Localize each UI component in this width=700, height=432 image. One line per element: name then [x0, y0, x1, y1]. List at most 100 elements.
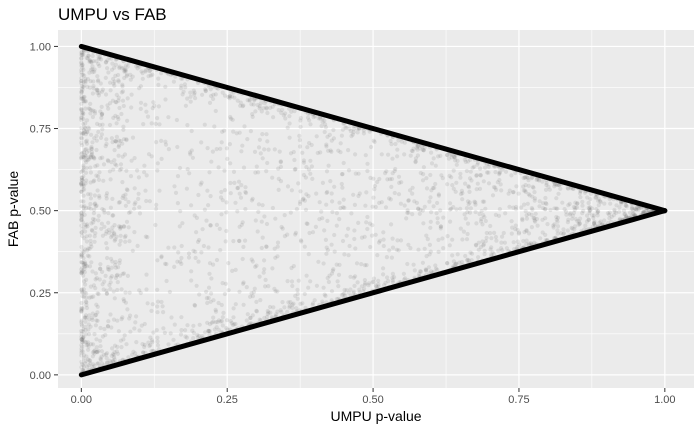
scatter-point [500, 248, 505, 253]
scatter-point [90, 53, 95, 59]
scatter-point [237, 191, 242, 196]
scatter-point [169, 315, 174, 320]
scatter-point [168, 331, 173, 336]
scatter-point [313, 114, 318, 119]
scatter-point [243, 207, 248, 212]
scatter-point [149, 308, 154, 313]
scatter-point [241, 103, 246, 108]
scatter-point [240, 143, 245, 148]
scatter-point [453, 261, 458, 266]
scatter-point [126, 355, 131, 360]
scatter-point [346, 290, 352, 295]
scatter-point [95, 349, 100, 354]
scatter-point [237, 289, 242, 294]
scatter-point [323, 122, 328, 127]
scatter-point [137, 205, 142, 210]
scatter-point [480, 222, 485, 227]
scatter-point [83, 332, 88, 337]
scatter-point [114, 273, 119, 278]
scatter-point [207, 100, 213, 105]
scatter-point [173, 190, 179, 195]
scatter-point [220, 315, 225, 320]
scatter-point [83, 315, 88, 320]
scatter-point [79, 214, 84, 219]
scatter-point [89, 108, 94, 113]
scatter-point [485, 170, 490, 175]
scatter-point [238, 103, 243, 108]
scatter-point [596, 203, 601, 208]
scatter-point [79, 318, 84, 323]
scatter-point [197, 237, 202, 243]
scatter-point [264, 169, 269, 174]
scatter-point [560, 200, 565, 205]
scatter-point [79, 337, 84, 342]
scatter-point [96, 177, 102, 182]
scatter-point [352, 283, 357, 288]
scatter-point [498, 182, 503, 187]
scatter-point [336, 272, 342, 277]
scatter-point [624, 214, 629, 219]
scatter-point [543, 207, 548, 212]
scatter-point [467, 176, 473, 181]
scatter-point [110, 259, 115, 264]
scatter-point [336, 284, 341, 289]
scatter-point [163, 97, 168, 102]
scatter-point [530, 194, 535, 199]
scatter-point [114, 134, 119, 139]
scatter-point [481, 213, 486, 218]
scatter-point [208, 194, 213, 199]
scatter-point [629, 206, 635, 211]
scatter-point [412, 268, 417, 273]
scatter-point [94, 203, 99, 208]
scatter-point [325, 275, 330, 281]
scatter-point [90, 364, 95, 369]
scatter-point [482, 248, 487, 253]
scatter-point [507, 204, 512, 209]
scatter-point [478, 244, 483, 250]
scatter-point [571, 204, 577, 210]
scatter-point [415, 147, 420, 152]
scatter-point [534, 216, 540, 222]
scatter-point [116, 329, 121, 334]
scatter-point [356, 193, 361, 199]
scatter-point [342, 205, 347, 210]
scatter-point [445, 152, 450, 158]
scatter-point [80, 270, 85, 275]
scatter-point [404, 216, 409, 221]
scatter-point [381, 237, 386, 242]
scatter-point [308, 279, 313, 284]
scatter-point [102, 210, 107, 215]
scatter-point [305, 145, 310, 150]
scatter-point [460, 197, 465, 202]
scatter-point [591, 220, 597, 226]
scatter-point [80, 112, 85, 117]
scatter-point [82, 315, 87, 320]
scatter-point [88, 358, 93, 364]
scatter-point [329, 191, 334, 196]
scatter-point [228, 191, 233, 196]
scatter-point [497, 178, 502, 183]
scatter-point [155, 258, 160, 263]
scatter-point [514, 204, 519, 210]
scatter-point [92, 136, 97, 141]
scatter-point [227, 94, 232, 99]
scatter-point [494, 238, 499, 243]
scatter-point [422, 246, 427, 251]
scatter-point [466, 202, 471, 207]
scatter-point [89, 144, 94, 150]
scatter-point [80, 84, 85, 89]
scatter-point [472, 164, 477, 169]
scatter-point [457, 260, 462, 265]
scatter-point [81, 353, 87, 358]
scatter-point [81, 335, 86, 340]
scatter-point [121, 193, 126, 198]
scatter-point [96, 348, 101, 353]
scatter-point [367, 221, 373, 226]
scatter-point [100, 111, 105, 116]
scatter-point [543, 200, 548, 206]
y-tick-label: 0.75 [30, 124, 51, 136]
scatter-point [396, 174, 402, 179]
scatter-point [83, 121, 88, 126]
scatter-point [152, 103, 157, 108]
scatter-point [99, 57, 104, 62]
